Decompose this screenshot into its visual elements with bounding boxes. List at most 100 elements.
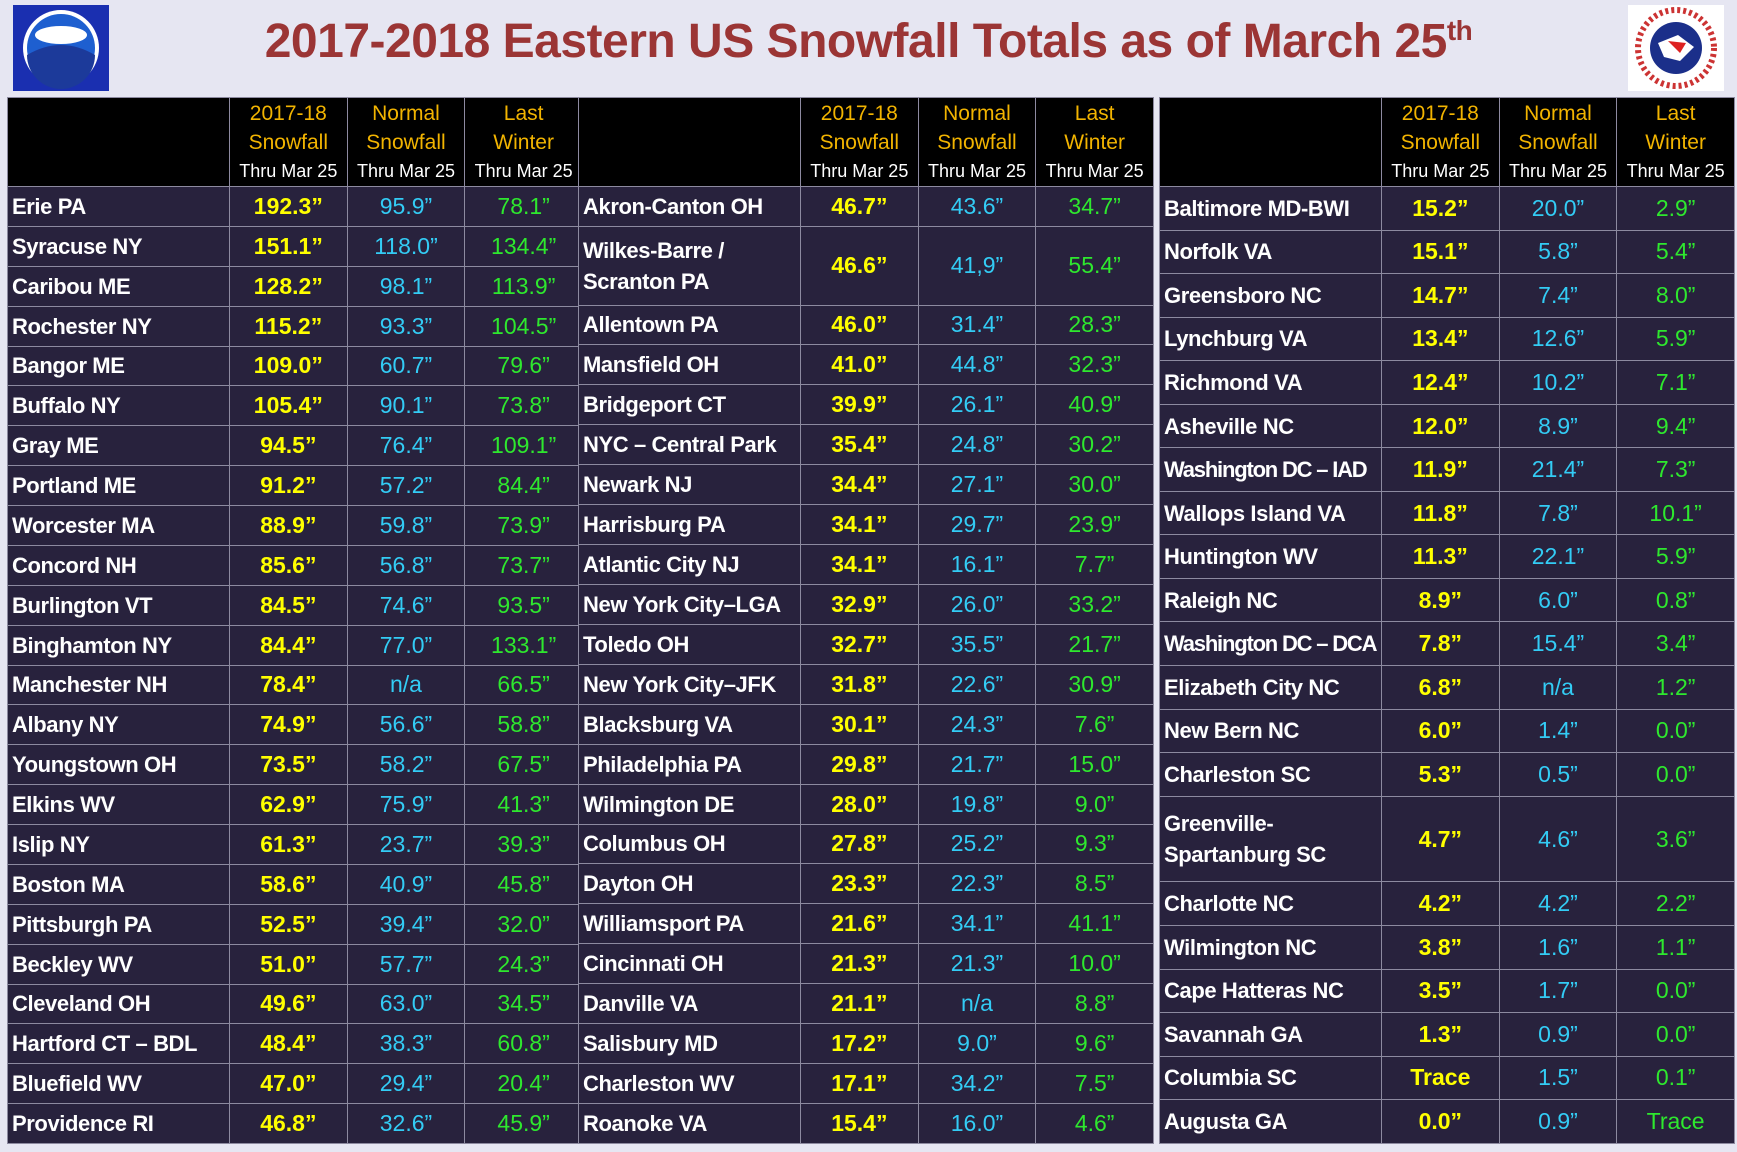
station-name: Syracuse NY bbox=[7, 225, 230, 267]
data-row: Gray ME 94.5” 76.4” 109.1” bbox=[7, 425, 583, 467]
data-row: Hartford CT – BDL 48.4” 38.3” 60.8” bbox=[7, 1023, 583, 1065]
value-cell: 12.4” bbox=[1381, 360, 1500, 405]
station-name: Baltimore MD-BWI bbox=[1159, 186, 1382, 231]
header-line: 2017-18 bbox=[820, 101, 898, 125]
value-cell: 98.1” bbox=[346, 265, 466, 307]
station-name: Binghamton NY bbox=[7, 624, 230, 666]
value-cell: 90.1” bbox=[346, 385, 466, 427]
data-row: Buffalo NY 105.4” 90.1” 73.8” bbox=[7, 385, 583, 427]
data-row: Cincinnati OH 21.3” 21.3” 10.0” bbox=[578, 943, 1154, 985]
data-row: Concord NH 85.6” 56.8” 73.7” bbox=[7, 544, 583, 586]
station-name: Cape Hatteras NC bbox=[1159, 968, 1382, 1014]
data-row: Beckley WV 51.0” 57.7” 24.3” bbox=[7, 943, 583, 985]
value-cell: 109.0” bbox=[229, 345, 348, 387]
value-cell: 85.6” bbox=[229, 544, 348, 586]
value-cell: 16.1” bbox=[917, 544, 1037, 585]
value-cell: 40.9” bbox=[346, 863, 466, 905]
header-blank bbox=[578, 97, 801, 187]
value-cell: 29.7” bbox=[917, 504, 1037, 546]
value-cell: 32.3” bbox=[1035, 344, 1154, 386]
value-cell: 39.9” bbox=[800, 384, 919, 426]
value-cell: 41.0” bbox=[800, 344, 919, 386]
value-cell: 9.6” bbox=[1035, 1023, 1154, 1065]
value-cell: 0.8” bbox=[1616, 577, 1735, 623]
value-cell: 30.0” bbox=[1035, 464, 1154, 506]
data-row: Augusta GA 0.0” 0.9” Trace bbox=[1159, 1099, 1735, 1144]
value-cell: 9.0” bbox=[917, 1023, 1037, 1065]
station-name: Burlington VT bbox=[7, 584, 230, 626]
value-cell: n/a bbox=[346, 664, 466, 706]
value-cell: 1.2” bbox=[1616, 665, 1735, 710]
value-cell: 19.8” bbox=[917, 783, 1037, 825]
header-row: 2017-18 Snowfall Thru Mar 25 Normal Snowfall… bbox=[7, 97, 583, 187]
station-name: Elkins WV bbox=[7, 784, 230, 825]
column-header: Normal Snowfall Thru Mar 25 bbox=[346, 97, 466, 187]
data-row: Syracuse NY 151.1” 118.0” 134.4” bbox=[7, 225, 583, 267]
column-header: Last Winter Thru Mar 25 bbox=[464, 97, 583, 187]
value-cell: 7.8” bbox=[1381, 621, 1500, 667]
title-text: 2017-2018 Eastern US Snowfall Totals as … bbox=[264, 15, 1448, 68]
header-row: 2017-18 Snowfall Thru Mar 25 Normal Snowfall… bbox=[1159, 97, 1735, 187]
value-cell: 11.3” bbox=[1381, 534, 1500, 579]
data-row: NYC – Central Park 35.4” 24.8” 30.2” bbox=[578, 424, 1154, 466]
value-cell: 7.8” bbox=[1498, 490, 1618, 536]
value-cell: Trace bbox=[1616, 1099, 1735, 1144]
value-cell: 28.3” bbox=[1035, 304, 1154, 346]
header-line: Normal bbox=[943, 101, 1011, 125]
value-cell: 12.0” bbox=[1381, 403, 1500, 449]
station-name: Atlantic City NJ bbox=[578, 544, 801, 585]
value-cell: 41,9” bbox=[917, 225, 1037, 306]
station-name: Raleigh NC bbox=[1159, 577, 1382, 623]
header-row: 2017-18 Snowfall Thru Mar 25 Normal Snowfall… bbox=[578, 97, 1154, 187]
station-name: Albany NY bbox=[7, 704, 230, 746]
station-name: NYC – Central Park bbox=[578, 424, 801, 466]
header-line: Snowfall bbox=[1518, 130, 1598, 154]
station-name: Islip NY bbox=[7, 824, 230, 865]
station-name: Boston MA bbox=[7, 863, 230, 905]
data-row: Columbia SC Trace 1.5” 0.1” bbox=[1159, 1055, 1735, 1101]
value-cell: 12.6” bbox=[1498, 316, 1618, 362]
value-cell: 73.8” bbox=[464, 385, 583, 427]
value-cell: 8.8” bbox=[1035, 983, 1154, 1025]
value-cell: 27.8” bbox=[800, 823, 919, 865]
station-name: Youngstown OH bbox=[7, 744, 230, 786]
value-cell: 32.6” bbox=[346, 1103, 466, 1144]
value-cell: 60.8” bbox=[464, 1023, 583, 1065]
data-row: New Bern NC 6.0” 1.4” 0.0” bbox=[1159, 708, 1735, 754]
data-row: Roanoke VA 15.4” 16.0” 4.6” bbox=[578, 1102, 1154, 1145]
station-name: Norfolk VA bbox=[1159, 229, 1382, 275]
data-row: Newark NJ 34.4” 27.1” 30.0” bbox=[578, 464, 1154, 506]
data-row: Elizabeth City NC 6.8” n/a 1.2” bbox=[1159, 665, 1735, 710]
value-cell: 21.7” bbox=[1035, 623, 1154, 665]
value-cell: 0.0” bbox=[1381, 1099, 1500, 1144]
value-cell: 74.9” bbox=[229, 704, 348, 746]
value-cell: 15.2” bbox=[1381, 186, 1500, 231]
value-cell: 0.9” bbox=[1498, 1012, 1618, 1057]
data-row: Burlington VT 84.5” 74.6” 93.5” bbox=[7, 584, 583, 626]
station-name: Bangor ME bbox=[7, 345, 230, 387]
station-name: Charleston WV bbox=[578, 1063, 801, 1104]
title-sup: th bbox=[1446, 15, 1473, 46]
station-name: Newark NJ bbox=[578, 464, 801, 506]
value-cell: 9.0” bbox=[1035, 783, 1154, 825]
station-name: Wilmington NC bbox=[1159, 924, 1382, 970]
value-cell: 46.0” bbox=[800, 304, 919, 346]
value-cell: 30.9” bbox=[1035, 663, 1154, 705]
value-cell: 1.1” bbox=[1616, 924, 1735, 970]
station-name: Columbus OH bbox=[578, 823, 801, 865]
value-cell: 7.4” bbox=[1498, 273, 1618, 318]
station-name: Manchester NH bbox=[7, 664, 230, 706]
value-cell: 73.9” bbox=[464, 505, 583, 546]
value-cell: 31.8” bbox=[800, 663, 919, 705]
value-cell: 8.9” bbox=[1381, 577, 1500, 623]
value-cell: 75.9” bbox=[346, 784, 466, 825]
value-cell: 73.7” bbox=[464, 544, 583, 586]
header-line: Last bbox=[503, 101, 544, 125]
value-cell: 56.8” bbox=[346, 544, 466, 586]
data-row: Worcester MA 88.9” 59.8” 73.9” bbox=[7, 505, 583, 546]
value-cell: 1.5” bbox=[1498, 1055, 1618, 1101]
value-cell: 28.0” bbox=[800, 783, 919, 825]
value-cell: 32.7” bbox=[800, 623, 919, 665]
value-cell: 74.6” bbox=[346, 584, 466, 626]
